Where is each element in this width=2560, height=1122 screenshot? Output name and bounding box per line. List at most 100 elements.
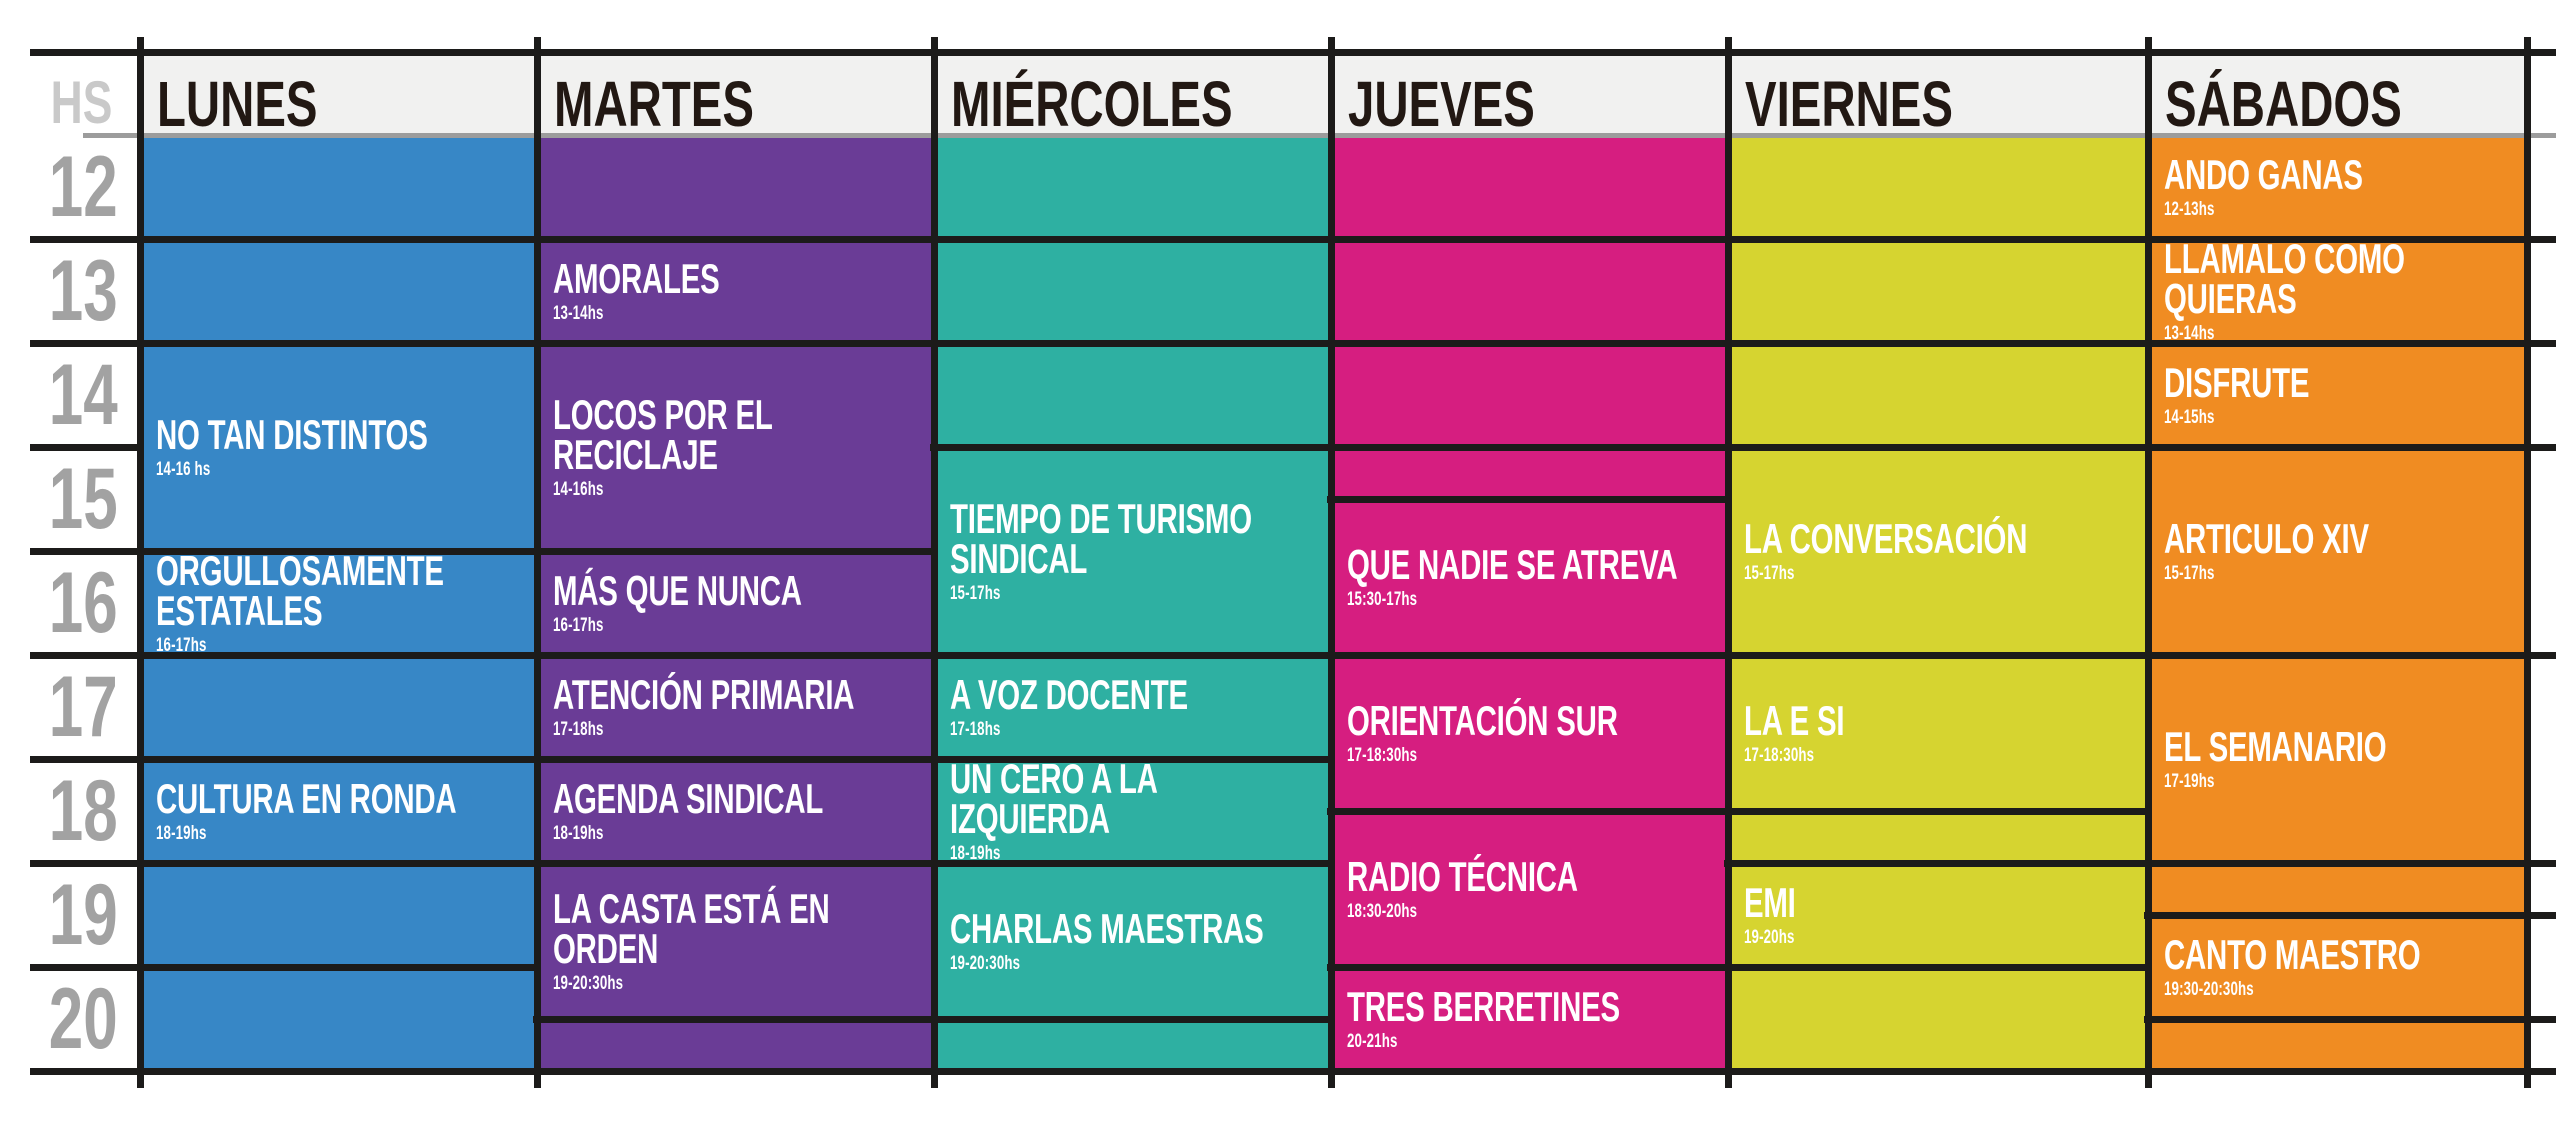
hours-column-header-label: HS xyxy=(50,69,112,136)
program-title: CHARLAS MAESTRAS xyxy=(950,904,1264,952)
program-time: 14-16 hs xyxy=(156,459,211,481)
program-time: 15-17hs xyxy=(1744,563,1795,585)
grid-line-vertical xyxy=(533,37,541,1088)
grid-line-horizontal xyxy=(30,547,144,555)
program-title: NO TAN DISTINTOS xyxy=(156,410,428,458)
program-time: 18-19hs xyxy=(950,843,1001,865)
hour-label: 18 xyxy=(49,763,118,859)
grid-line-horizontal xyxy=(1724,443,2152,451)
program-time: 16-17hs xyxy=(156,635,207,657)
day-header-band xyxy=(1728,56,2148,135)
grid-line-vertical xyxy=(930,37,938,1088)
program-title: DISFRUTE xyxy=(2164,358,2310,406)
program-time: 15-17hs xyxy=(2164,563,2215,585)
grid-line-horizontal xyxy=(533,755,938,763)
program-time: 19-20:30hs xyxy=(950,953,1021,975)
program-title: CANTO MAESTRO xyxy=(2164,930,2421,978)
grid-line-horizontal xyxy=(1327,963,1732,971)
program-cell: QUE NADIE SE ATREVA 15:30-17hs xyxy=(1347,499,1714,655)
program-cell: NO TAN DISTINTOS 14-16 hs xyxy=(156,343,523,551)
program-title: AMORALES xyxy=(553,254,720,302)
program-time: 15-17hs xyxy=(950,583,1001,605)
program-time: 17-18hs xyxy=(950,719,1001,741)
grid-line-horizontal xyxy=(30,1067,2556,1075)
program-cell: AMORALES 13-14hs xyxy=(553,239,920,343)
grid-line-horizontal xyxy=(930,339,1335,347)
grid-line-horizontal xyxy=(1327,651,1732,659)
program-title: LOCOS POR EL RECICLAJE xyxy=(553,390,773,478)
program-title: QUE NADIE SE ATREVA xyxy=(1347,540,1678,588)
program-title: MÁS QUE NUNCA xyxy=(553,566,802,614)
program-time: 13-14hs xyxy=(2164,323,2215,345)
grid-line-horizontal xyxy=(930,235,1335,243)
program-title: ARTICULO XIV xyxy=(2164,514,2369,562)
grid-line-horizontal xyxy=(533,235,938,243)
grid-line-horizontal xyxy=(930,1015,1335,1023)
day-column xyxy=(1728,135,2148,1075)
grid-line-horizontal xyxy=(30,443,144,451)
day-header: MARTES xyxy=(554,68,754,140)
grid-line-horizontal xyxy=(533,859,938,867)
program-time: 18-19hs xyxy=(553,823,604,845)
program-title: UN CERO A LA IZQUIERDA xyxy=(950,754,1157,842)
grid-line-vertical xyxy=(1724,37,1732,1088)
day-header: SÁBADOS xyxy=(2165,68,2402,140)
program-cell: ARTICULO XIV 15-17hs xyxy=(2164,447,2513,655)
program-cell: CANTO MAESTRO 19:30-20:30hs xyxy=(2164,915,2513,1019)
grid-line-horizontal xyxy=(30,235,144,243)
program-cell: DISFRUTE 14-15hs xyxy=(2164,343,2513,447)
day-header: JUEVES xyxy=(1348,68,1535,140)
program-title: LLAMALO COMO QUIERAS xyxy=(2164,234,2405,322)
grid-line-horizontal xyxy=(1724,807,2152,815)
grid-line-horizontal xyxy=(930,755,1335,763)
grid-line-horizontal xyxy=(136,963,541,971)
grid-line-horizontal xyxy=(136,235,541,243)
day-header-band xyxy=(140,56,537,135)
grid-line-horizontal xyxy=(30,49,2556,56)
day-header-band xyxy=(2148,56,2527,135)
program-cell: EMI 19-20hs xyxy=(1744,863,2134,967)
day-header-band xyxy=(1331,56,1728,135)
hour-row: 14 xyxy=(0,343,118,447)
day-header: VIERNES xyxy=(1745,68,1953,140)
program-time: 19:30-20:30hs xyxy=(2164,979,2254,1001)
hour-label: 17 xyxy=(49,659,118,755)
program-title: ANDO GANAS xyxy=(2164,150,2363,198)
program-cell: LLAMALO COMO QUIERAS 13-14hs xyxy=(2164,234,2513,345)
program-time: 14-16hs xyxy=(553,479,604,501)
grid-line-horizontal xyxy=(1724,651,2152,659)
hour-row: 20 xyxy=(0,967,118,1071)
program-title: RADIO TÉCNICA xyxy=(1347,852,1578,900)
grid-line-vertical xyxy=(2523,37,2531,1088)
program-cell: MÁS QUE NUNCA 16-17hs xyxy=(553,551,920,655)
grid-line-vertical xyxy=(136,37,144,1088)
program-cell: LA CONVERSACIÓN 15-17hs xyxy=(1744,447,2134,655)
grid-line-horizontal xyxy=(2144,651,2556,659)
grid-line-horizontal xyxy=(1327,235,1732,243)
hour-row: 13 xyxy=(0,239,118,343)
grid-line-horizontal xyxy=(30,963,144,971)
program-time: 16-17hs xyxy=(553,615,604,637)
program-title: ATENCIÓN PRIMARIA xyxy=(553,670,855,718)
grid-line-horizontal xyxy=(1724,859,2152,867)
program-time: 19-20hs xyxy=(1744,927,1795,949)
grid-line-horizontal xyxy=(1327,807,1732,815)
grid-line-horizontal xyxy=(2144,443,2556,451)
program-cell: TRES BERRETINES 20-21hs xyxy=(1347,967,1714,1071)
grid-line-horizontal xyxy=(533,651,938,659)
grid-line-horizontal xyxy=(533,339,938,347)
grid-line-horizontal xyxy=(2144,1015,2556,1023)
program-cell: EL SEMANARIO 17-19hs xyxy=(2164,655,2513,863)
program-time: 14-15hs xyxy=(2164,407,2215,429)
hour-row: 15 xyxy=(0,447,118,551)
hour-label: 13 xyxy=(49,243,118,339)
program-title: A VOZ DOCENTE xyxy=(950,670,1188,718)
hour-label: 19 xyxy=(49,867,118,963)
day-column xyxy=(537,135,934,1075)
grid-line-vertical xyxy=(2144,37,2152,1088)
program-cell: ANDO GANAS 12-13hs xyxy=(2164,135,2513,239)
grid-line-horizontal xyxy=(1327,443,1732,451)
grid-line-horizontal xyxy=(930,859,1335,867)
program-cell: LA E SI 17-18:30hs xyxy=(1744,655,2134,811)
program-cell: LOCOS POR EL RECICLAJE 14-16hs xyxy=(553,343,920,551)
